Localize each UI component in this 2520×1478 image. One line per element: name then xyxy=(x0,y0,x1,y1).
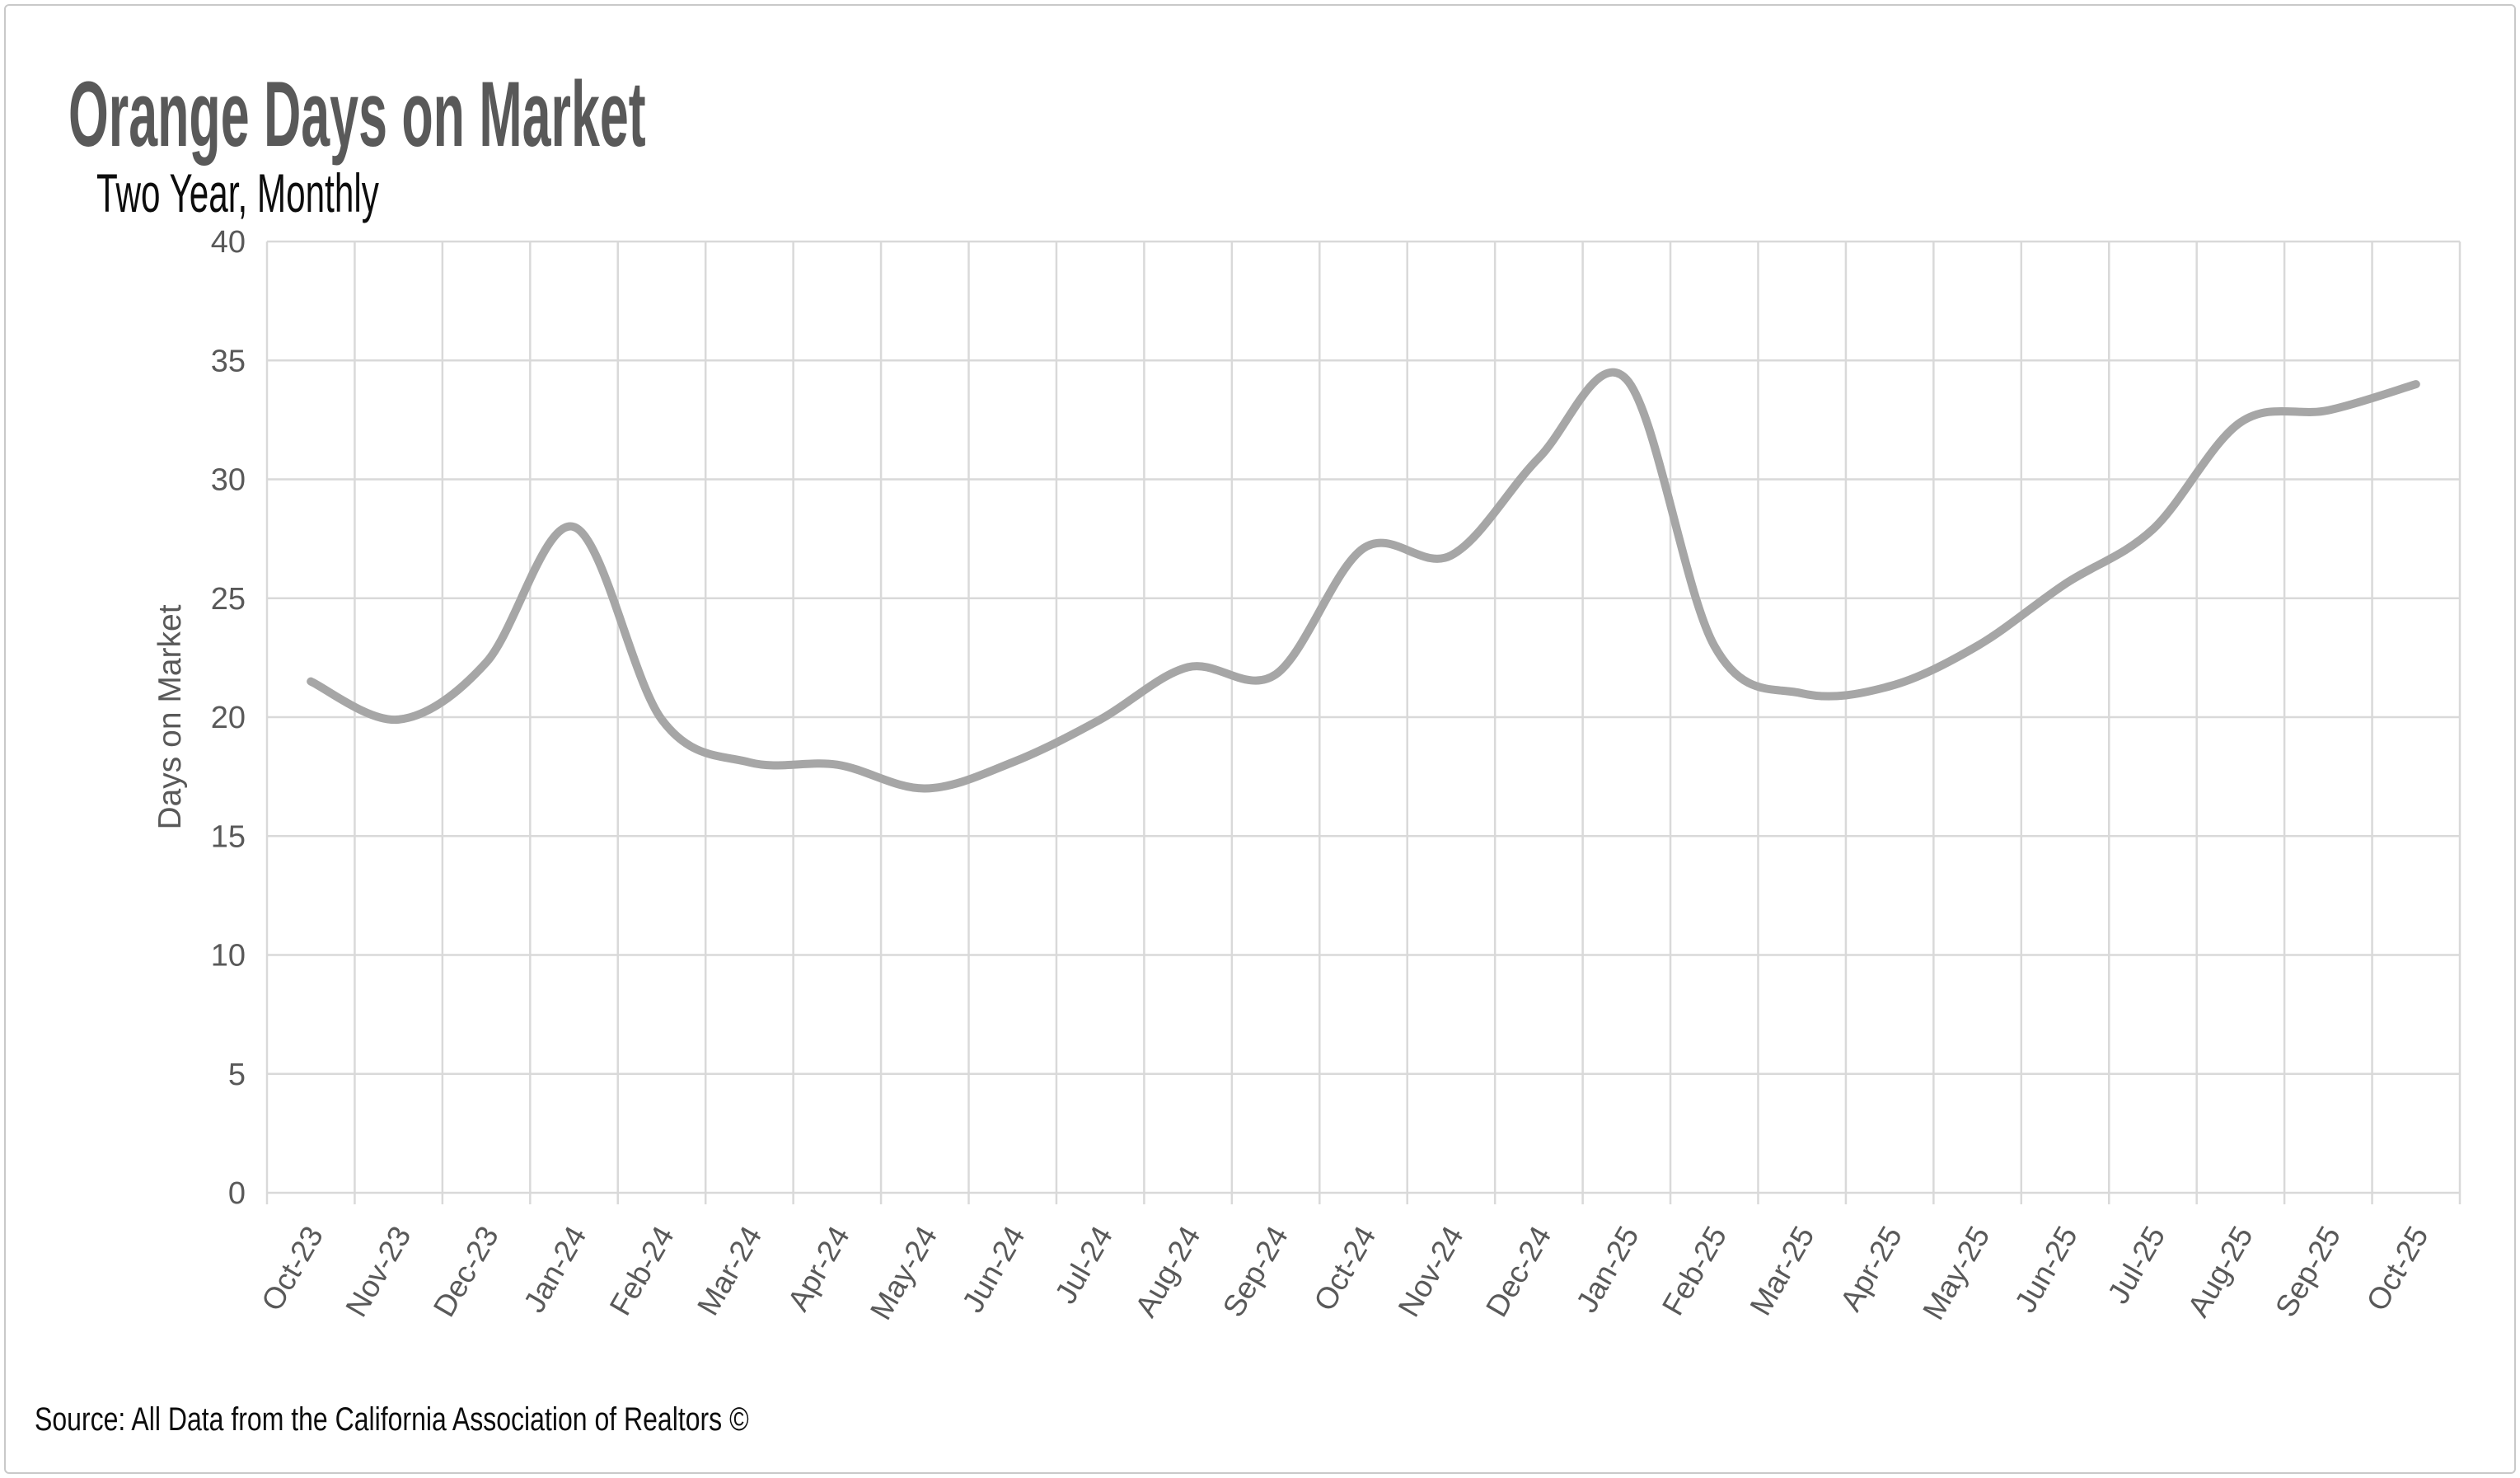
x-tick-label: Apr-25 xyxy=(1834,1221,1909,1317)
x-tick-label: Nov-23 xyxy=(339,1221,417,1323)
x-tick-label: Dec-23 xyxy=(427,1221,505,1323)
chart-title-text: Orange Days on Market xyxy=(68,63,646,166)
x-tick-label: May-24 xyxy=(864,1221,944,1326)
x-tick-label: Jun-24 xyxy=(956,1221,1032,1318)
y-tick-label: 35 xyxy=(211,344,246,378)
x-tick-label: Aug-25 xyxy=(2181,1221,2260,1323)
x-tick-label: Sep-25 xyxy=(2269,1221,2347,1323)
chart-title: Orange Days on Market xyxy=(68,61,1099,167)
source-note: Source: All Data from the California Ass… xyxy=(35,1401,927,1438)
x-tick-label: Apr-24 xyxy=(781,1221,856,1317)
x-tick-label: Jul-25 xyxy=(2101,1221,2171,1310)
x-tick-label: Mar-24 xyxy=(691,1221,768,1321)
data-series-line xyxy=(307,368,2420,793)
y-tick-label: 10 xyxy=(211,939,246,974)
x-tick-label: Jan-24 xyxy=(517,1221,593,1318)
y-tick-label: 15 xyxy=(211,819,246,854)
x-tick-label: Mar-25 xyxy=(1744,1221,1821,1321)
x-tick-label: May-25 xyxy=(1916,1221,1996,1326)
x-tick-label: Sep-24 xyxy=(1216,1221,1295,1323)
x-tick-label: Feb-25 xyxy=(1656,1221,1733,1321)
source-note-text: Source: All Data from the California Ass… xyxy=(35,1401,749,1438)
y-tick-label: 20 xyxy=(211,701,246,735)
x-tick-label: Oct-25 xyxy=(2360,1221,2435,1317)
x-tick-label: Jul-24 xyxy=(1048,1221,1119,1310)
y-tick-label: 30 xyxy=(211,463,246,498)
x-tick-label: Dec-24 xyxy=(1479,1221,1557,1323)
x-tick-label: Oct-23 xyxy=(255,1221,330,1317)
x-tick-label: Oct-24 xyxy=(1307,1221,1382,1317)
x-tick-label: Jan-25 xyxy=(1570,1220,1646,1317)
chart-subtitle-text: Two Year, Monthly xyxy=(96,162,379,223)
x-tick-label: Jun-25 xyxy=(2008,1221,2084,1318)
y-tick-label: 25 xyxy=(211,582,246,617)
y-tick-label: 5 xyxy=(228,1058,246,1092)
x-tick-label: Feb-24 xyxy=(603,1221,681,1321)
y-tick-label: 0 xyxy=(228,1176,246,1211)
x-tick-label: Nov-24 xyxy=(1392,1221,1470,1323)
x-tick-label: Aug-24 xyxy=(1128,1221,1206,1323)
y-tick-label: 40 xyxy=(211,225,246,260)
chart-subtitle: Two Year, Monthly xyxy=(96,162,538,224)
